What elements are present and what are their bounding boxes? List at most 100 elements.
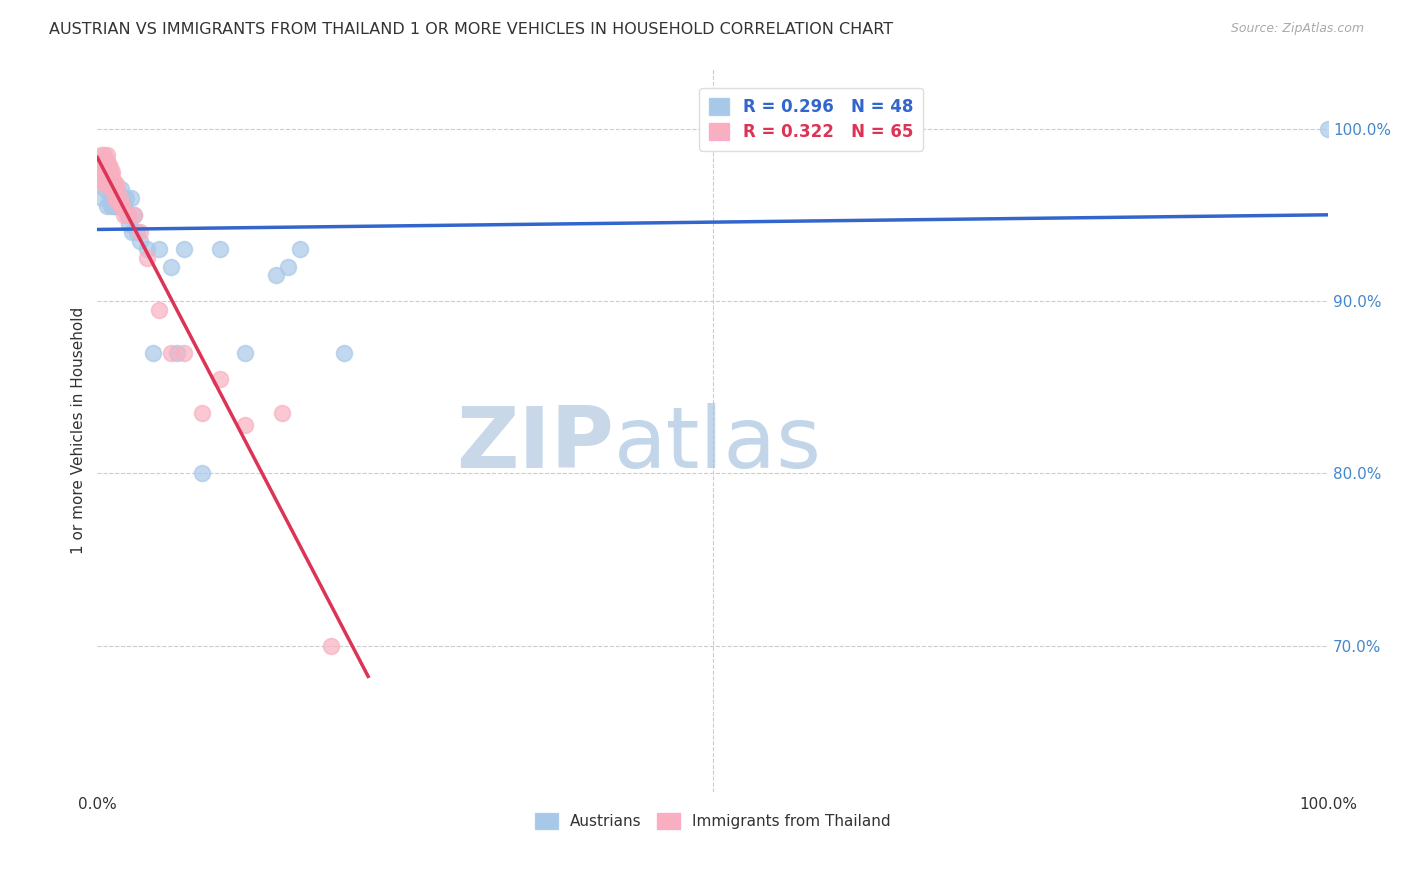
Point xyxy=(96,156,118,170)
Point xyxy=(191,467,214,481)
Point xyxy=(91,156,114,170)
Point xyxy=(148,302,170,317)
Point xyxy=(100,180,122,194)
Point xyxy=(103,199,125,213)
Point xyxy=(112,199,135,213)
Point xyxy=(93,169,115,184)
Point xyxy=(107,191,129,205)
Point xyxy=(103,173,125,187)
Point xyxy=(101,182,124,196)
Point xyxy=(209,371,232,385)
Point xyxy=(110,182,132,196)
Point xyxy=(91,165,114,179)
Point xyxy=(97,169,120,184)
Point xyxy=(148,243,170,257)
Point xyxy=(191,406,214,420)
Point xyxy=(94,153,117,167)
Point xyxy=(93,182,115,196)
Point xyxy=(100,199,122,213)
Point xyxy=(90,147,112,161)
Text: AUSTRIAN VS IMMIGRANTS FROM THAILAND 1 OR MORE VEHICLES IN HOUSEHOLD CORRELATION: AUSTRIAN VS IMMIGRANTS FROM THAILAND 1 O… xyxy=(49,22,893,37)
Point xyxy=(277,260,299,274)
Point xyxy=(87,165,110,179)
Point xyxy=(101,173,124,187)
Legend: Austrians, Immigrants from Thailand: Austrians, Immigrants from Thailand xyxy=(529,806,897,835)
Point xyxy=(125,225,148,239)
Point xyxy=(129,225,152,239)
Point xyxy=(93,165,115,179)
Point xyxy=(264,268,287,283)
Point xyxy=(103,182,125,196)
Point xyxy=(97,156,120,170)
Point xyxy=(103,182,125,196)
Point xyxy=(105,199,128,213)
Point xyxy=(93,156,115,170)
Point xyxy=(93,173,115,187)
Point xyxy=(97,177,120,191)
Point xyxy=(94,177,117,191)
Point xyxy=(110,191,132,205)
Point xyxy=(101,191,124,205)
Point xyxy=(166,345,188,359)
Point xyxy=(104,199,127,213)
Point xyxy=(91,191,114,205)
Point xyxy=(114,191,136,205)
Point xyxy=(118,217,141,231)
Point xyxy=(96,163,118,178)
Point xyxy=(98,180,121,194)
Point xyxy=(97,163,120,178)
Point xyxy=(93,147,115,161)
Point xyxy=(108,191,131,205)
Point xyxy=(105,182,128,196)
Point xyxy=(290,243,312,257)
Point xyxy=(120,191,142,205)
Point xyxy=(93,163,115,178)
Point xyxy=(107,199,129,213)
Point xyxy=(142,345,165,359)
Point xyxy=(91,173,114,187)
Point xyxy=(107,194,129,209)
Point xyxy=(98,167,121,181)
Point xyxy=(105,194,128,209)
Point xyxy=(105,182,128,196)
Point xyxy=(117,208,139,222)
Point xyxy=(209,243,232,257)
Point xyxy=(89,156,111,170)
Point xyxy=(100,167,122,181)
Point xyxy=(98,173,121,187)
Y-axis label: 1 or more Vehicles in Household: 1 or more Vehicles in Household xyxy=(72,307,86,554)
Point xyxy=(101,165,124,179)
Point xyxy=(160,260,183,274)
Point xyxy=(108,191,131,205)
Point xyxy=(93,153,115,167)
Point xyxy=(129,234,152,248)
Point xyxy=(112,208,135,222)
Point xyxy=(233,345,256,359)
Point xyxy=(90,165,112,179)
Point xyxy=(98,160,121,174)
Point xyxy=(124,208,146,222)
Point xyxy=(173,345,195,359)
Text: atlas: atlas xyxy=(614,403,823,486)
Point xyxy=(124,208,146,222)
Point xyxy=(112,191,135,205)
Point xyxy=(103,191,125,205)
Point xyxy=(100,173,122,187)
Point xyxy=(321,639,343,653)
Point xyxy=(111,199,134,213)
Point xyxy=(90,156,112,170)
Point xyxy=(104,177,127,191)
Point xyxy=(121,225,143,239)
Point xyxy=(115,208,138,222)
Text: ZIP: ZIP xyxy=(457,403,614,486)
Point xyxy=(1317,121,1340,136)
Point xyxy=(111,199,134,213)
Point xyxy=(98,191,121,205)
Point xyxy=(117,208,139,222)
Point xyxy=(98,173,121,187)
Point xyxy=(173,243,195,257)
Point xyxy=(160,345,183,359)
Point xyxy=(135,251,157,265)
Point xyxy=(89,165,111,179)
Point xyxy=(233,418,256,433)
